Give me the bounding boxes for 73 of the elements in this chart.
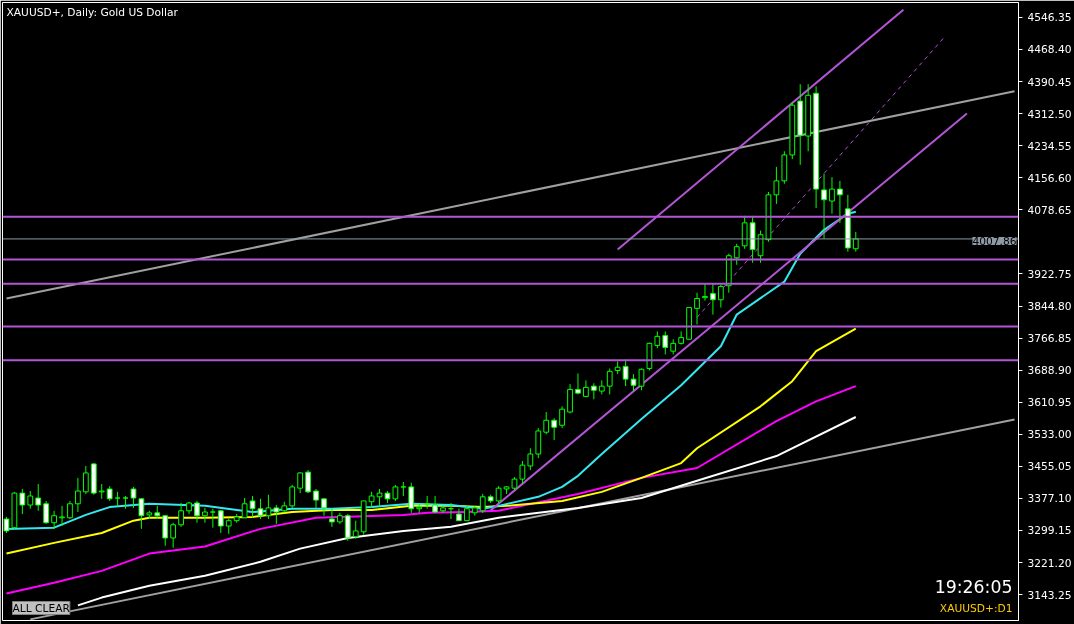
candlestick [162,514,169,547]
candlestick [622,358,629,387]
candlestick [170,522,177,549]
candlestick [821,173,827,240]
candlestick [67,500,73,520]
y-tick-label: 3844.80 [1027,300,1072,314]
candlestick [209,508,216,529]
candlestick [59,505,65,527]
line-series [76,416,857,607]
candlestick [35,483,42,512]
candlestick [606,367,613,395]
annotation: ALL CLEAR [12,601,71,615]
candlestick [773,166,780,205]
candlestick [313,488,319,509]
y-tick-label: 3922.75 [1027,267,1072,281]
candlestick [551,417,558,441]
y-tick-label: 3143.25 [1027,588,1072,602]
y-tick-label: 4234.55 [1027,139,1072,153]
y-tick-label: 4156.60 [1027,171,1072,185]
candlestick [702,283,708,302]
candlestick [202,507,208,524]
candlestick [519,460,526,485]
line-series [5,385,857,595]
candlestick [43,500,50,525]
candlestick [662,330,669,355]
y-tick-label: 3221.20 [1027,556,1072,570]
candlestick [289,484,296,509]
y-tick-label: 3455.05 [1027,460,1072,474]
y-tick-label: 3766.85 [1027,332,1072,346]
candlestick [178,502,184,528]
candlestick [694,292,700,325]
candlestick [837,180,843,224]
chart-title: XAUUSD+, Daily: Gold US Dollar [6,5,179,19]
candlestick [567,383,573,414]
line-series [5,327,857,555]
candlestick [527,447,534,471]
candlestick [194,500,200,524]
candlestick [329,508,335,528]
candlestick [297,471,304,494]
candlestick [717,284,724,309]
y-tick-label: 3610.95 [1027,396,1072,410]
candlestick [535,427,542,459]
candlestick [344,513,351,542]
candlestick [130,486,137,509]
candlestick [479,493,486,514]
annotation: 19:26:05 [934,576,1013,597]
candlestick [82,465,89,495]
y-tick-label: 4546.35 [1027,11,1072,25]
y-tick-label: 3688.90 [1027,364,1072,378]
candlestick [559,405,565,429]
candlestick [829,176,835,215]
y-tick-label: 3533.00 [1027,428,1072,442]
candlestick [75,477,81,513]
candlestick [273,504,280,525]
candlestick [241,497,248,519]
candlestick [710,283,716,316]
candlestick [408,482,415,514]
candlestick [352,520,359,540]
y-tick-label: 4312.50 [1027,107,1072,121]
candlestick [543,411,550,435]
y-tick-label: 3377.10 [1027,492,1072,506]
y-tick-label: 3299.15 [1027,524,1072,538]
candlestick [249,495,256,519]
annotation: XAUUSD+:D1 [939,601,1013,615]
candlestick [733,243,740,266]
y-tick-label: 4078.65 [1027,203,1072,217]
candlestick [138,497,145,530]
y-tick-label: 4468.40 [1027,43,1072,57]
candlestick [432,495,438,514]
candlestick [51,510,57,530]
candlestick [19,488,26,515]
ref-line-label: 4007.86 [972,234,1017,248]
y-tick-label: 4390.45 [1027,75,1072,89]
